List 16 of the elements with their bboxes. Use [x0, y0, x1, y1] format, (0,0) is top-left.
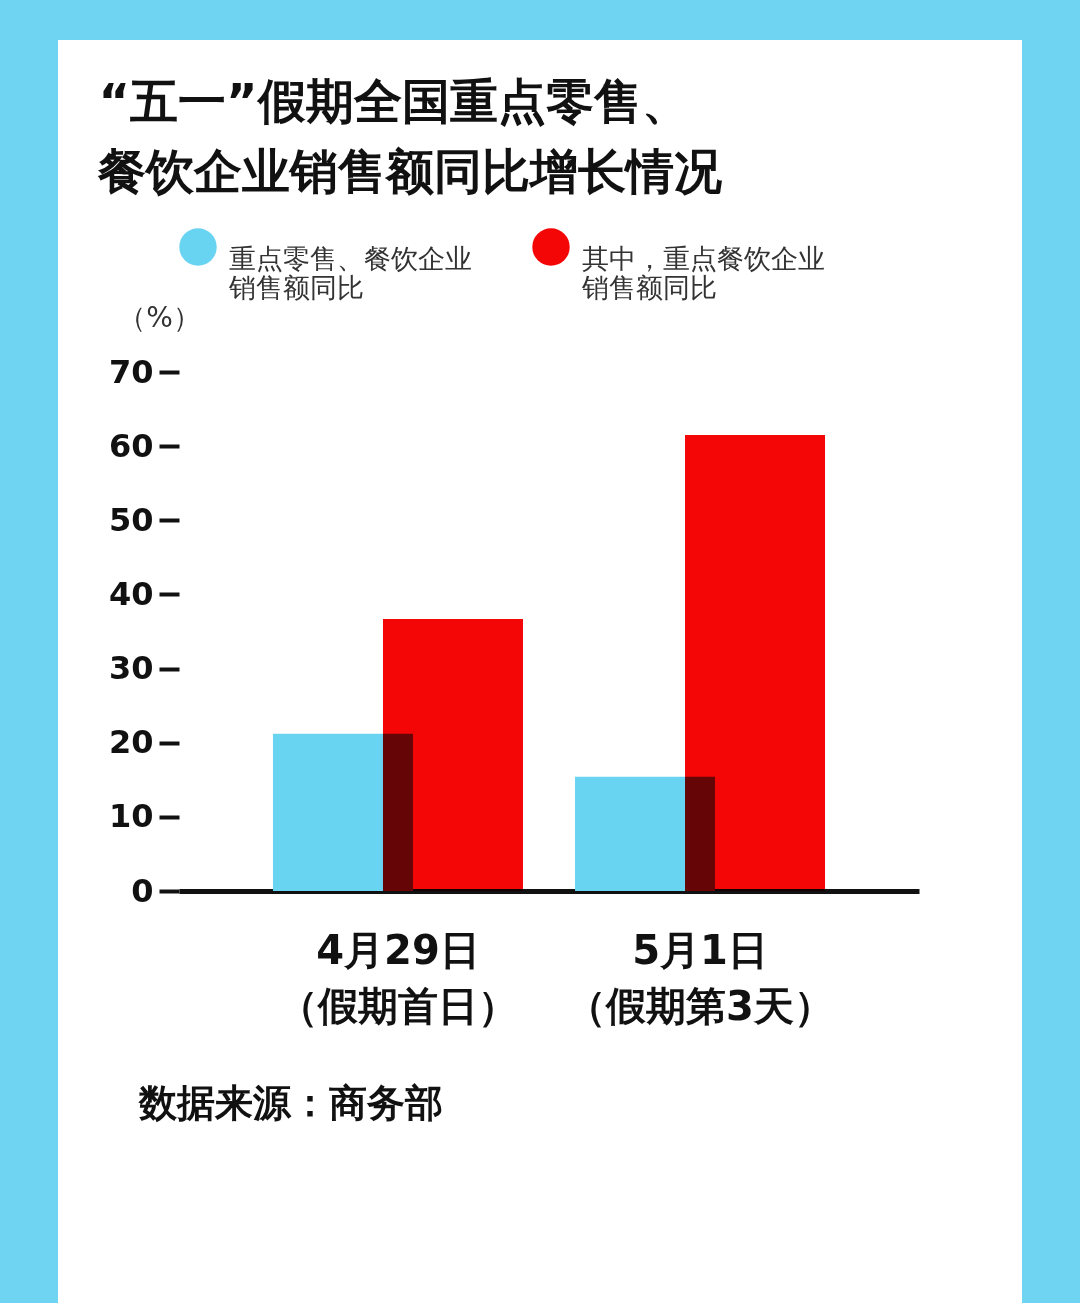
- text: 餐饮企业销售额同比增长情况: [98, 143, 723, 199]
- x-tick-label: 5月1日（假期第3天）: [566, 926, 834, 1029]
- y-tick-label: 0: [131, 871, 154, 910]
- y-axis-title: （%）: [118, 300, 201, 334]
- y-tick-label: 30: [108, 649, 154, 688]
- y-tick-label: 60: [108, 426, 154, 465]
- legend-label: 重点零售、餐饮企业销售额同比: [228, 243, 472, 303]
- source-note: 数据来源：商务部: [138, 1081, 443, 1125]
- legend-label: 其中，重点餐饮企业销售额同比: [581, 243, 825, 303]
- y-tick-label: 10: [108, 797, 154, 836]
- y-tick-label: 70: [108, 352, 154, 391]
- text: “五一”假期全国重点零售、: [98, 73, 690, 129]
- y-tick-label: 50: [108, 500, 154, 539]
- y-tick-label: 40: [108, 574, 154, 613]
- x-tick-label: 4月29日（假期首日）: [277, 926, 518, 1029]
- y-tick-label: 20: [108, 723, 154, 762]
